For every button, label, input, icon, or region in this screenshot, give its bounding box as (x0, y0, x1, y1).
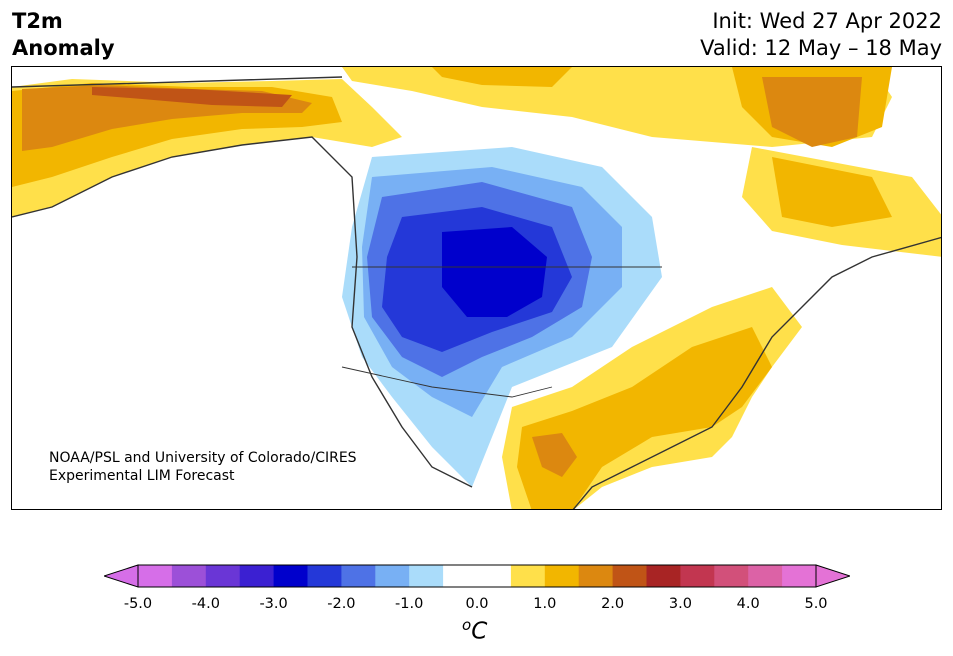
colorbar-cell (612, 565, 647, 587)
map-title-line2: Anomaly (12, 36, 115, 60)
colorbar-tick-label: -3.0 (259, 596, 288, 612)
valid-date: Valid: 12 May – 18 May (700, 36, 942, 60)
colorbar (104, 564, 850, 588)
warm-region-quebec-core (772, 157, 892, 227)
warm-region-alaska-max (92, 87, 292, 107)
init-date: Init: Wed 27 Apr 2022 (712, 9, 942, 33)
country-border (341, 266, 662, 398)
credit-text: NOAA/PSL and University of Colorado/CIRE… (49, 449, 357, 485)
colorbar-cell (680, 565, 715, 587)
credit-line2: Experimental LIM Forecast (49, 468, 235, 484)
coastline (12, 76, 941, 509)
warm-region-southeast-core (517, 327, 772, 509)
colorbar-cell (748, 565, 783, 587)
colorbar-tick-label: 2.0 (601, 596, 625, 612)
colorbar-cell (138, 565, 173, 587)
colorbar-tick-label: 1.0 (533, 596, 557, 612)
colorbar-cell (477, 565, 512, 587)
colorbar-cell (646, 565, 681, 587)
unit-letter: C (471, 618, 488, 645)
cool-region-core (442, 227, 547, 317)
colorbar-unit: oC (462, 616, 487, 645)
colorbar-cell (409, 565, 444, 587)
colorbar-cell (782, 565, 817, 587)
colorbar-tick-label: -1.0 (395, 596, 424, 612)
colorbar-tick-label: 4.0 (736, 596, 760, 612)
colorbar-tick-label: 0.0 (465, 596, 489, 612)
unit-superscript: o (462, 616, 472, 634)
colorbar-cells (138, 565, 817, 587)
colorbar-frame (137, 564, 817, 588)
colorbar-cell (714, 565, 749, 587)
colorbar-cell (443, 565, 478, 587)
colorbar-cell (239, 565, 275, 587)
colorbar-ticks: -5.0 -4.0 -3.0 -2.0 -1.0 0.0 1.0 2.0 3.0 4.0 5.0 (0, 596, 953, 616)
forecast-dates: Init: Wed 27 Apr 2022 Valid: 12 May – 18… (700, 8, 942, 62)
colorbar-tick-label: -2.0 (327, 596, 356, 612)
colorbar-over-arrow (815, 564, 850, 588)
anomaly-map (11, 66, 942, 510)
colorbar-tick-label: -5.0 (123, 596, 153, 612)
map-title: T2m Anomaly (12, 8, 115, 62)
warm-region-arctic-core (432, 67, 572, 87)
colorbar-cell (544, 565, 580, 587)
colorbar-tick-label: 3.0 (668, 596, 692, 612)
colorbar-cell (510, 565, 546, 587)
colorbar-cell (375, 565, 410, 587)
colorbar-cell (578, 565, 614, 587)
map-title-line1: T2m (12, 9, 63, 33)
colorbar-tick-label: 5.0 (804, 596, 828, 612)
warm-region-texas-max (532, 433, 577, 477)
colorbar-cell (307, 565, 342, 587)
colorbar-under-arrow (104, 564, 139, 588)
colorbar-tick-label: -4.0 (191, 596, 220, 612)
colorbar-cell (171, 565, 207, 587)
warm-region-greenland-core (762, 77, 862, 147)
colorbar-cell (341, 565, 376, 587)
colorbar-cell (205, 565, 241, 587)
credit-line1: NOAA/PSL and University of Colorado/CIRE… (49, 450, 357, 466)
map-canvas (12, 67, 941, 509)
colorbar-cell (273, 565, 308, 587)
